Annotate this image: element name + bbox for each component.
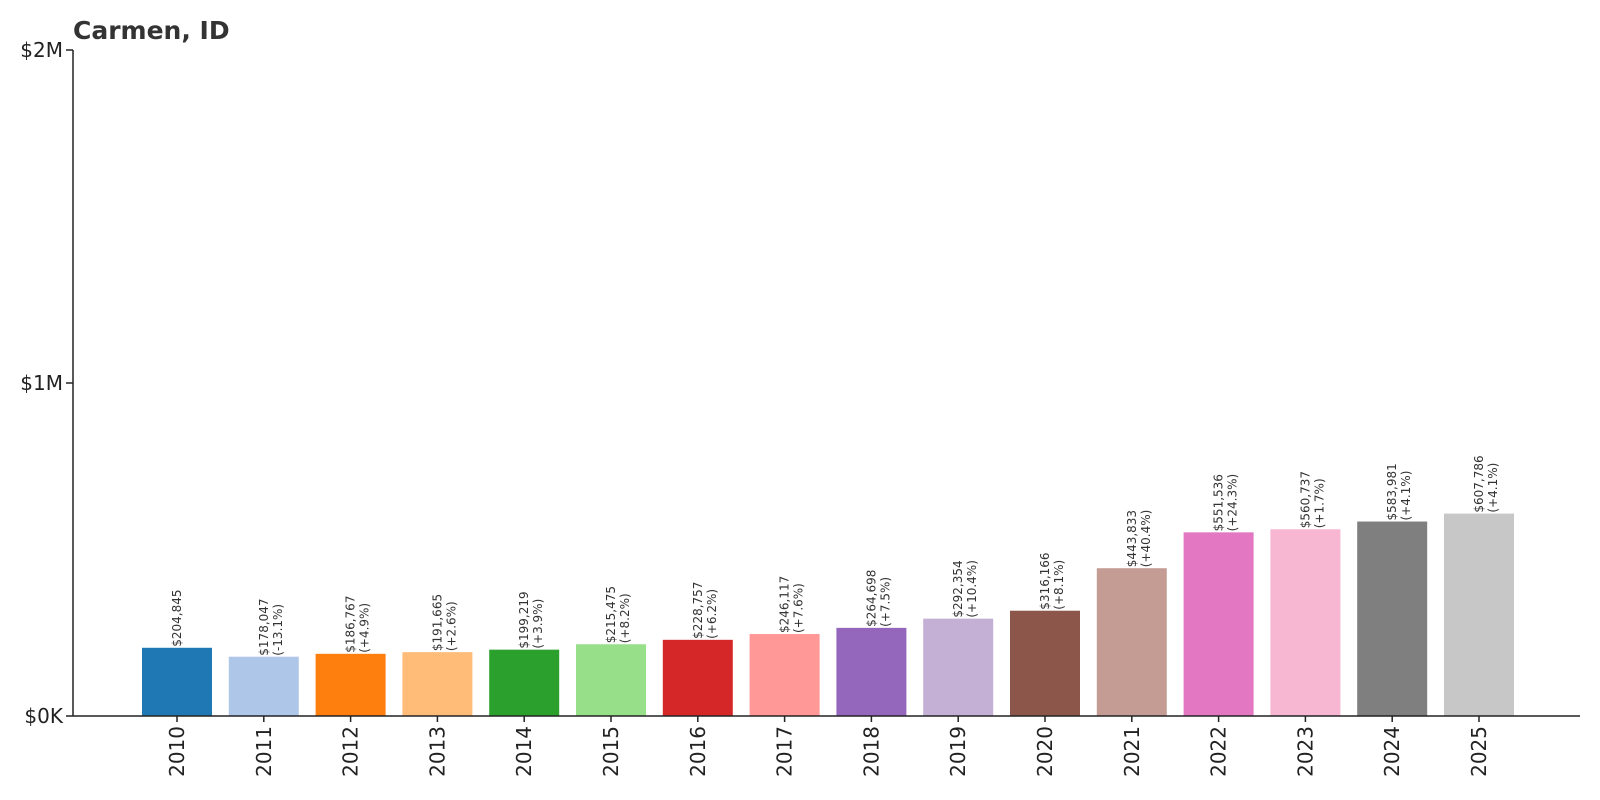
x-tick-label: 2019 bbox=[946, 726, 970, 777]
value-label: $264,698 bbox=[864, 570, 878, 627]
x-tick-label: 2024 bbox=[1380, 726, 1404, 777]
value-label: $292,354 bbox=[951, 560, 965, 617]
bar-2022 bbox=[1183, 532, 1254, 716]
value-label: $204,845 bbox=[170, 590, 184, 647]
change-label: (+7.5%) bbox=[878, 577, 892, 627]
x-tick-label: 2011 bbox=[252, 726, 276, 777]
value-label: $316,166 bbox=[1038, 552, 1052, 609]
x-tick-label: 2025 bbox=[1467, 726, 1491, 777]
x-tick-label: 2010 bbox=[165, 726, 189, 777]
x-axis-ticks: 2010 2011 2012 2013 2014 2015 2016 2017 2018 2019… bbox=[165, 716, 1491, 777]
bar-2023 bbox=[1270, 529, 1341, 716]
change-label: (+8.1%) bbox=[1052, 560, 1066, 610]
bar-2019 bbox=[923, 618, 994, 716]
y-tick-label: $2M bbox=[20, 38, 63, 62]
y-tick-label: $0K bbox=[24, 704, 63, 728]
x-tick-label: 2012 bbox=[339, 726, 363, 777]
bar-2016 bbox=[662, 639, 733, 716]
x-tick-label: 2022 bbox=[1207, 726, 1231, 777]
bar-2013 bbox=[402, 652, 473, 716]
bar-2025 bbox=[1444, 513, 1514, 716]
x-tick-label: 2015 bbox=[599, 726, 623, 777]
value-label: $560,737 bbox=[1298, 471, 1312, 528]
bar-2021 bbox=[1096, 568, 1167, 716]
data-labels: $204,845 $178,047 (-13.1%) $186,767 (+4.9%) $… bbox=[170, 455, 1500, 655]
x-tick-label: 2023 bbox=[1293, 726, 1317, 777]
change-label: (+4.9%) bbox=[358, 603, 372, 653]
value-label: $607,786 bbox=[1472, 455, 1486, 512]
value-label: $199,219 bbox=[517, 591, 531, 648]
bar-2012 bbox=[315, 653, 386, 716]
x-tick-label: 2014 bbox=[512, 726, 536, 777]
bar-2014 bbox=[489, 649, 560, 716]
bar-2024 bbox=[1357, 521, 1428, 716]
bar-2011 bbox=[228, 656, 299, 716]
change-label: (+40.4%) bbox=[1139, 510, 1153, 568]
x-tick-label: 2016 bbox=[686, 726, 710, 777]
y-tick-label: $1M bbox=[20, 371, 63, 395]
x-tick-label: 2021 bbox=[1120, 726, 1144, 777]
value-label: $178,047 bbox=[257, 598, 271, 655]
value-label: $215,475 bbox=[604, 586, 618, 643]
bar-2010 bbox=[142, 647, 212, 716]
change-label: (+10.4%) bbox=[965, 560, 979, 618]
change-label: (+1.7%) bbox=[1312, 478, 1326, 528]
value-label: $186,767 bbox=[344, 596, 358, 653]
change-label: (+3.9%) bbox=[531, 599, 545, 649]
chart-title: Carmen, ID bbox=[73, 16, 230, 45]
bar-2020 bbox=[1010, 610, 1080, 716]
value-label: $228,757 bbox=[691, 582, 705, 639]
bar-2017 bbox=[749, 634, 820, 716]
change-label: (+6.2%) bbox=[705, 589, 719, 639]
bar-2015 bbox=[576, 644, 646, 716]
bar-2018 bbox=[836, 627, 907, 716]
bars bbox=[142, 513, 1514, 716]
change-label: (+2.6%) bbox=[444, 601, 458, 651]
change-label: (+7.6%) bbox=[792, 583, 806, 633]
x-tick-label: 2020 bbox=[1033, 726, 1057, 777]
x-tick-label: 2013 bbox=[425, 726, 449, 777]
x-tick-label: 2018 bbox=[859, 726, 883, 777]
value-label: $583,981 bbox=[1385, 463, 1399, 520]
change-label: (+24.3%) bbox=[1226, 474, 1240, 532]
change-label: (+4.1%) bbox=[1399, 471, 1413, 521]
y-axis-ticks: $0K $1M $2M bbox=[20, 38, 73, 728]
value-label: $191,665 bbox=[430, 594, 444, 651]
value-label: $551,536 bbox=[1212, 474, 1226, 531]
value-label: $443,833 bbox=[1125, 510, 1139, 567]
change-label: (-13.1%) bbox=[271, 604, 285, 656]
change-label: (+4.1%) bbox=[1486, 463, 1500, 513]
value-label: $246,117 bbox=[778, 576, 792, 633]
x-tick-label: 2017 bbox=[773, 726, 797, 777]
change-label: (+8.2%) bbox=[618, 593, 632, 643]
